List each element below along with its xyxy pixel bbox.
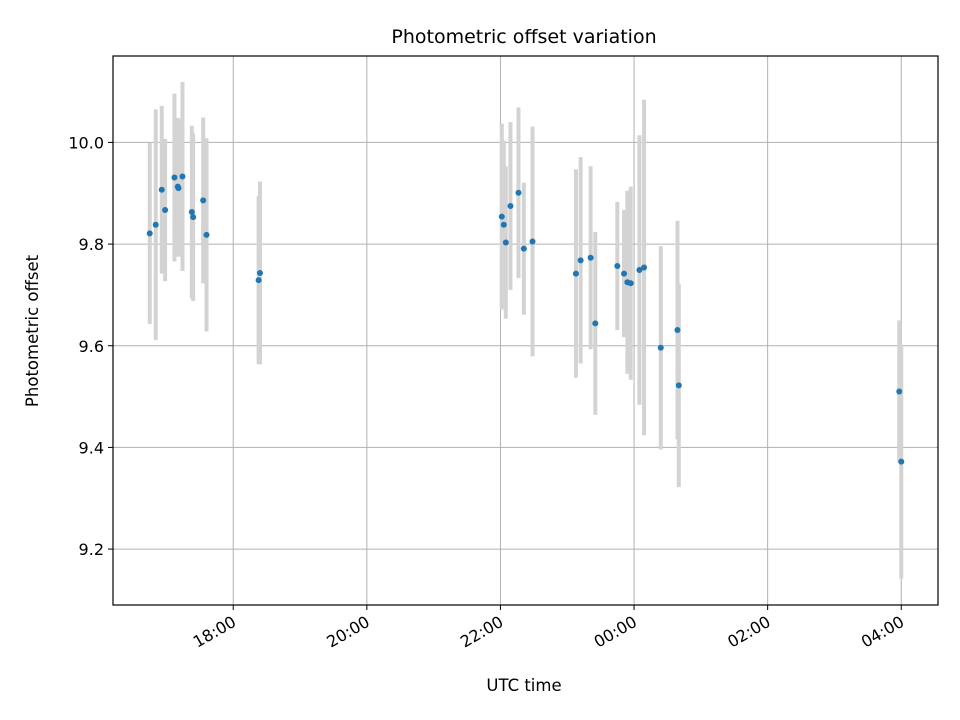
- data-points: [146, 173, 905, 465]
- y-axis: 9.2 9.4 9.6 9.8 10.0: [68, 133, 113, 559]
- data-point: [255, 277, 262, 284]
- data-point: [179, 173, 186, 180]
- data-point: [256, 270, 263, 277]
- data-point: [587, 254, 594, 261]
- y-tick-label: 10.0: [68, 133, 104, 152]
- data-point: [520, 245, 527, 252]
- data-point: [572, 270, 579, 277]
- data-point: [500, 221, 507, 228]
- y-axis-label: Photometric offset: [23, 254, 42, 407]
- plot-frame: [112, 55, 939, 606]
- y-tick-label: 9.8: [79, 235, 104, 254]
- data-point: [188, 209, 195, 216]
- data-point: [498, 213, 505, 220]
- data-point: [190, 214, 197, 221]
- data-point: [146, 230, 153, 237]
- data-point: [203, 231, 210, 238]
- x-axis-label: UTC time: [486, 676, 561, 695]
- data-point: [171, 174, 178, 181]
- data-point: [657, 344, 664, 351]
- data-point: [162, 207, 169, 214]
- data-point: [674, 326, 681, 333]
- data-point: [627, 280, 634, 287]
- chart-title: Photometric offset variation: [391, 26, 656, 48]
- data-point: [898, 458, 905, 465]
- data-point: [896, 388, 903, 395]
- data-point: [675, 382, 682, 389]
- data-point: [614, 262, 621, 269]
- y-tick-label: 9.6: [79, 337, 104, 356]
- data-point: [636, 267, 643, 274]
- data-point: [200, 197, 207, 204]
- y-tick-label: 9.4: [79, 438, 104, 457]
- y-tick-label: 9.2: [79, 540, 104, 559]
- data-point: [502, 239, 509, 246]
- data-point: [152, 221, 159, 228]
- data-point: [641, 264, 648, 271]
- data-point: [507, 202, 514, 209]
- data-point: [529, 238, 536, 245]
- data-point: [592, 320, 599, 327]
- data-point: [158, 186, 165, 193]
- data-point: [175, 185, 182, 192]
- data-point: [577, 257, 584, 264]
- data-point: [515, 189, 522, 196]
- data-point: [621, 270, 628, 277]
